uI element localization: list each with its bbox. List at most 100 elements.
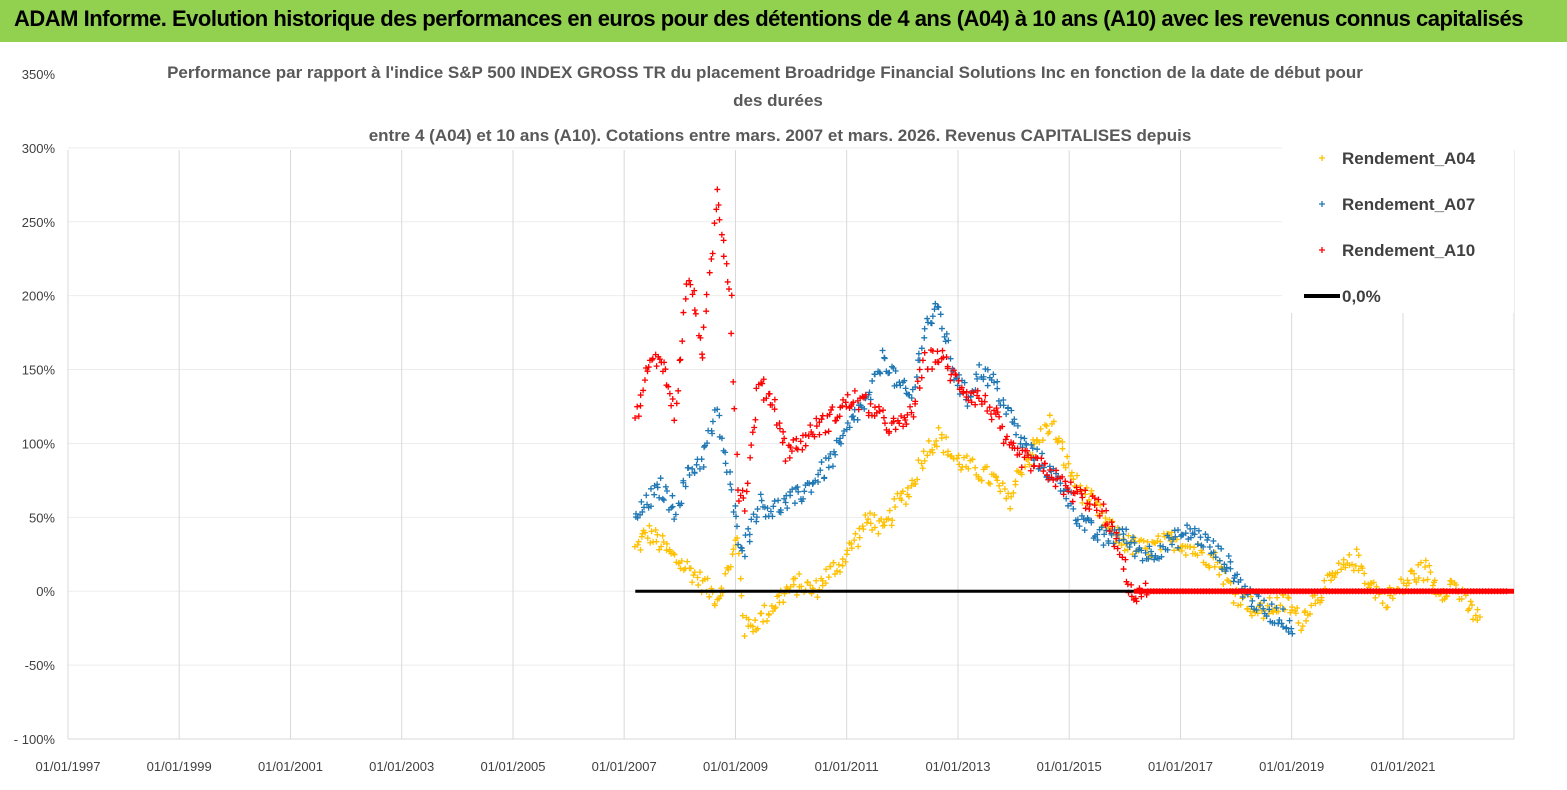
- data-point-marker: [648, 528, 655, 535]
- data-point-marker: [907, 403, 914, 410]
- data-point-marker: [1219, 566, 1226, 573]
- data-point-marker: [1294, 604, 1301, 611]
- data-point-marker: [648, 356, 655, 363]
- data-point-marker: [1220, 581, 1227, 588]
- data-point-marker: [976, 361, 983, 368]
- data-point-marker: [925, 437, 932, 444]
- data-point-marker: [1057, 480, 1064, 487]
- data-point-marker: [1225, 552, 1232, 559]
- data-point-marker: [827, 450, 834, 457]
- data-point-marker: [1119, 554, 1126, 561]
- data-point-marker: [748, 516, 755, 523]
- legend-label: Rendement_A07: [1342, 195, 1475, 214]
- data-point-marker: [1476, 614, 1483, 621]
- data-point-marker: [938, 325, 945, 332]
- data-point-marker: [846, 424, 853, 431]
- grid-lines: [67, 147, 1515, 739]
- data-point-marker: [869, 377, 876, 384]
- data-point-marker: [656, 546, 663, 553]
- data-point-marker: [1303, 617, 1310, 624]
- data-point-marker: [881, 420, 888, 427]
- data-point-marker: [1353, 546, 1360, 553]
- data-point-marker: [822, 429, 829, 436]
- data-point-marker: [1253, 606, 1260, 613]
- data-point-marker: [1474, 617, 1481, 624]
- data-point-marker: [733, 523, 740, 530]
- data-point-marker: [1097, 502, 1104, 509]
- data-point-marker: [1420, 577, 1427, 584]
- x-tick-label: 01/01/1999: [147, 759, 212, 774]
- data-point-marker: [706, 593, 713, 600]
- data-point-marker: [746, 531, 753, 538]
- data-point-marker: [709, 250, 716, 257]
- data-point-marker: [802, 432, 809, 439]
- data-point-marker: [875, 403, 882, 410]
- data-point-marker: [1254, 610, 1261, 617]
- data-point-marker: [1091, 502, 1098, 509]
- data-point-marker: [943, 330, 950, 337]
- data-point-marker: [634, 403, 641, 410]
- data-point-marker: [825, 464, 832, 471]
- data-point-marker: [914, 378, 921, 385]
- data-point-marker: [862, 391, 869, 398]
- data-point-marker: [648, 503, 655, 510]
- data-point-marker: [634, 541, 641, 548]
- data-point-marker: [1174, 544, 1181, 551]
- data-point-marker: [919, 465, 926, 472]
- data-point-marker: [994, 385, 1001, 392]
- data-point-marker: [682, 295, 689, 302]
- data-point-marker: [687, 281, 694, 288]
- data-point-marker: [731, 405, 738, 412]
- data-point-marker: [1194, 541, 1201, 548]
- data-point-marker: [1003, 495, 1010, 502]
- data-point-marker: [692, 310, 699, 317]
- y-tick-label: 50%: [29, 510, 55, 525]
- data-point-marker: [984, 366, 991, 373]
- data-point-marker: [826, 411, 833, 418]
- data-point-marker: [1263, 613, 1270, 620]
- x-tick-label: 01/01/1997: [35, 759, 100, 774]
- data-point-marker: [1458, 596, 1465, 603]
- data-point-marker: [1338, 566, 1345, 573]
- data-point-marker: [1004, 405, 1011, 412]
- data-point-marker: [996, 413, 1003, 420]
- data-point-marker: [1000, 440, 1007, 447]
- data-point-marker: [908, 409, 915, 416]
- data-point-marker: [637, 546, 644, 553]
- data-point-marker: [749, 623, 756, 630]
- data-point-marker: [669, 396, 676, 403]
- data-point-marker: [1116, 551, 1123, 558]
- data-point-marker: [897, 382, 904, 389]
- data-point-marker: [1318, 597, 1325, 604]
- legend-swatch: [1319, 247, 1325, 253]
- data-point-marker: [817, 467, 824, 474]
- data-point-marker: [892, 367, 899, 374]
- data-point-marker: [780, 599, 787, 606]
- y-tick-label: 150%: [22, 363, 56, 378]
- data-point-marker: [673, 400, 680, 407]
- data-point-marker: [739, 612, 746, 619]
- data-point-marker: [994, 477, 1001, 484]
- data-point-marker: [788, 448, 795, 455]
- data-point-marker: [935, 304, 942, 311]
- data-point-marker: [643, 364, 649, 371]
- data-point-marker: [1268, 601, 1275, 608]
- data-point-marker: [1043, 422, 1050, 429]
- data-point-marker: [804, 579, 811, 586]
- data-point-marker: [1415, 574, 1422, 581]
- data-point-marker: [885, 430, 892, 437]
- data-point-marker: [1319, 155, 1325, 161]
- data-point-marker: [871, 371, 878, 378]
- data-point-marker: [769, 401, 776, 408]
- data-point-marker: [965, 465, 972, 472]
- data-point-marker: [643, 492, 650, 499]
- data-point-marker: [1299, 623, 1306, 630]
- data-point-marker: [645, 364, 652, 371]
- data-point-marker: [1010, 440, 1017, 447]
- data-point-marker: [1168, 529, 1175, 536]
- chart: 350% 300% 250% 200% 150% 100% 50% 0% -50% - 100% 0…: [0, 42, 1567, 790]
- data-point-marker: [1349, 561, 1356, 568]
- data-point-marker: [1063, 495, 1070, 502]
- data-point-marker: [654, 531, 661, 538]
- data-point-marker: [1292, 610, 1299, 617]
